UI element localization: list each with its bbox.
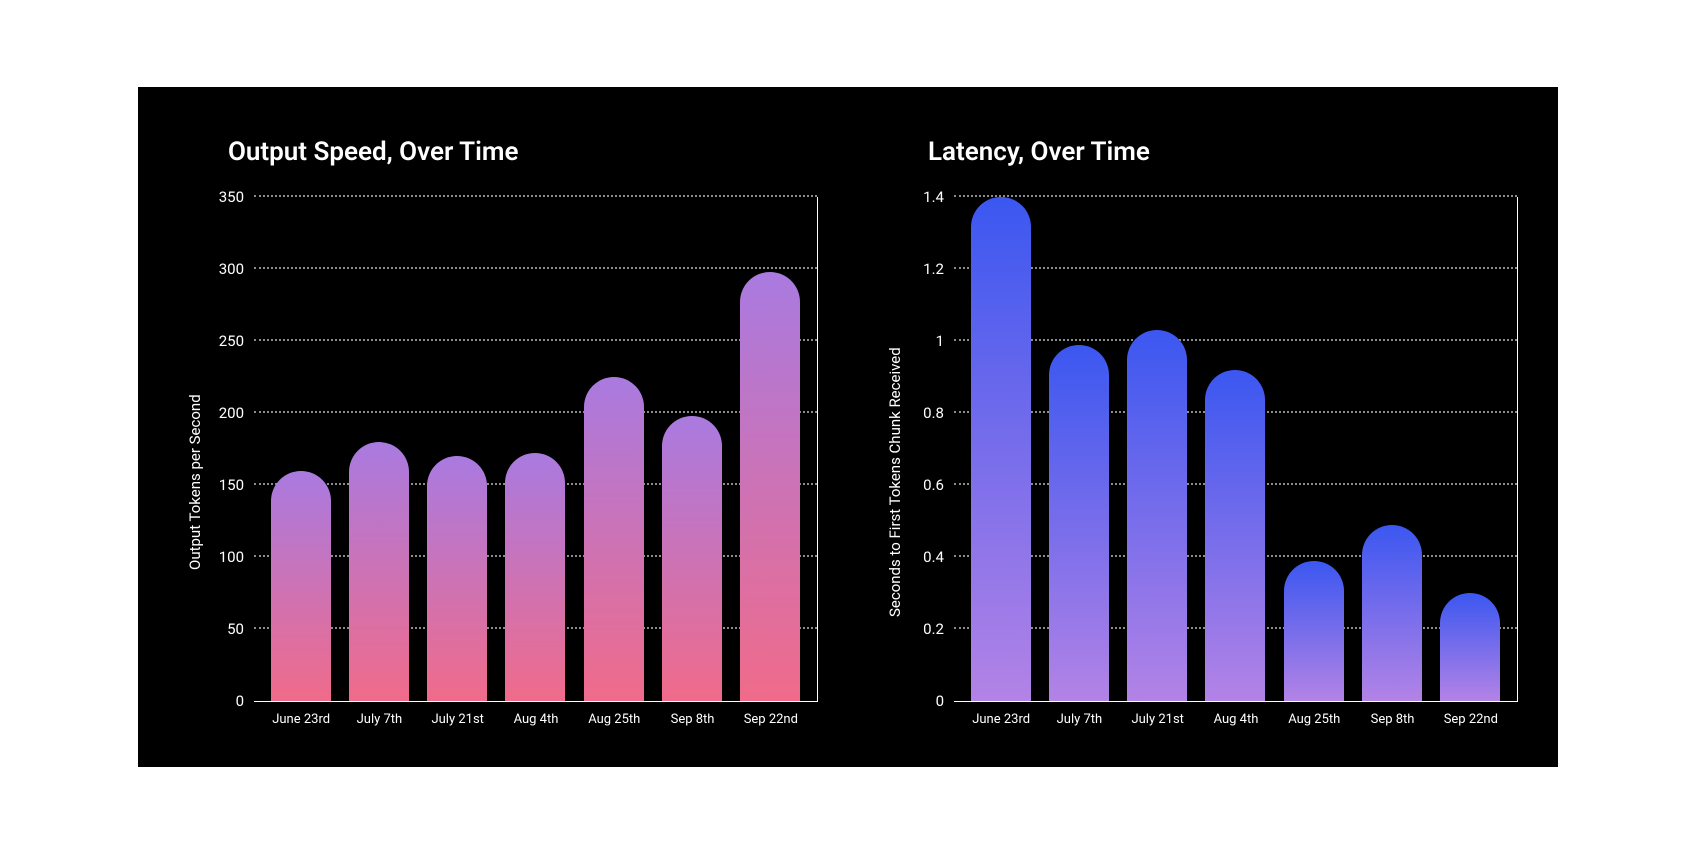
y-tick-label: 1 bbox=[936, 332, 944, 350]
bar-slot bbox=[496, 197, 574, 701]
x-tick-label: Aug 25th bbox=[575, 712, 653, 727]
x-tick-label: July 21st bbox=[1119, 712, 1197, 727]
bar bbox=[740, 272, 800, 701]
x-tick-label: July 7th bbox=[340, 712, 418, 727]
y-tick-label: 250 bbox=[219, 332, 244, 350]
y-tick-label: 0 bbox=[936, 692, 944, 710]
x-tick-label: Aug 25th bbox=[1275, 712, 1353, 727]
y-tick-label: 100 bbox=[219, 548, 244, 566]
x-tick-label: June 23rd bbox=[262, 712, 340, 727]
bar bbox=[1049, 345, 1109, 701]
bar-slot bbox=[575, 197, 653, 701]
y-tick-label: 300 bbox=[219, 260, 244, 278]
bar-slot bbox=[653, 197, 731, 701]
chart-body: Output Tokens per Second 050100150200250… bbox=[178, 197, 818, 727]
x-tick-label: July 7th bbox=[1040, 712, 1118, 727]
chart-body: Seconds to First Tokens Chunk Received 0… bbox=[878, 197, 1518, 727]
chart-title: Latency, Over Time bbox=[928, 137, 1518, 167]
bar bbox=[1440, 593, 1500, 701]
bar-slot bbox=[1196, 197, 1274, 701]
bar bbox=[1127, 330, 1187, 701]
bar bbox=[427, 456, 487, 701]
bar bbox=[1284, 561, 1344, 701]
bar-slot bbox=[1040, 197, 1118, 701]
y-ticks: 050100150200250300350 bbox=[194, 197, 244, 701]
plot-area: 00.20.40.60.811.21.4 bbox=[954, 197, 1518, 702]
chart-latency: Latency, Over Time Seconds to First Toke… bbox=[878, 137, 1518, 727]
bar-slot bbox=[962, 197, 1040, 701]
x-tick-label: Sep 22nd bbox=[1432, 712, 1510, 727]
bar bbox=[584, 377, 644, 701]
charts-panel: Output Speed, Over Time Output Tokens pe… bbox=[138, 87, 1558, 767]
bar-slot bbox=[1118, 197, 1196, 701]
x-tick-label: Aug 4th bbox=[497, 712, 575, 727]
chart-output-speed: Output Speed, Over Time Output Tokens pe… bbox=[178, 137, 818, 727]
x-axis: June 23rdJuly 7thJuly 21stAug 4thAug 25t… bbox=[254, 702, 818, 727]
plot-wrap: 00.20.40.60.811.21.4 June 23rdJuly 7thJu… bbox=[954, 197, 1518, 727]
y-tick-label: 1.2 bbox=[923, 260, 944, 278]
y-tick-label: 0.4 bbox=[923, 548, 944, 566]
y-tick-label: 0.6 bbox=[923, 476, 944, 494]
bar bbox=[971, 197, 1031, 701]
bar-slot bbox=[1353, 197, 1431, 701]
bars-container bbox=[254, 197, 817, 701]
bar bbox=[1205, 370, 1265, 701]
chart-title: Output Speed, Over Time bbox=[228, 137, 818, 167]
plot-area: 050100150200250300350 bbox=[254, 197, 818, 702]
x-tick-label: Sep 8th bbox=[1353, 712, 1431, 727]
bar bbox=[1362, 525, 1422, 701]
bar-slot bbox=[731, 197, 809, 701]
y-ticks: 00.20.40.60.811.21.4 bbox=[894, 197, 944, 701]
y-tick-label: 1.4 bbox=[923, 188, 944, 206]
x-tick-label: Sep 8th bbox=[653, 712, 731, 727]
y-tick-label: 0.2 bbox=[923, 620, 944, 638]
y-tick-label: 200 bbox=[219, 404, 244, 422]
y-tick-label: 50 bbox=[227, 620, 244, 638]
x-axis: June 23rdJuly 7thJuly 21stAug 4thAug 25t… bbox=[954, 702, 1518, 727]
y-tick-label: 0 bbox=[236, 692, 244, 710]
x-tick-label: July 21st bbox=[419, 712, 497, 727]
y-tick-label: 350 bbox=[219, 188, 244, 206]
x-tick-label: Aug 4th bbox=[1197, 712, 1275, 727]
plot-wrap: 050100150200250300350 June 23rdJuly 7thJ… bbox=[254, 197, 818, 727]
bar bbox=[505, 453, 565, 701]
bar bbox=[662, 416, 722, 701]
bar-slot bbox=[1275, 197, 1353, 701]
bar-slot bbox=[262, 197, 340, 701]
bar bbox=[271, 471, 331, 701]
y-tick-label: 150 bbox=[219, 476, 244, 494]
bar-slot bbox=[418, 197, 496, 701]
x-tick-label: June 23rd bbox=[962, 712, 1040, 727]
bar bbox=[349, 442, 409, 701]
bar-slot bbox=[1431, 197, 1509, 701]
bar-slot bbox=[340, 197, 418, 701]
bars-container bbox=[954, 197, 1517, 701]
y-tick-label: 0.8 bbox=[923, 404, 944, 422]
x-tick-label: Sep 22nd bbox=[732, 712, 810, 727]
